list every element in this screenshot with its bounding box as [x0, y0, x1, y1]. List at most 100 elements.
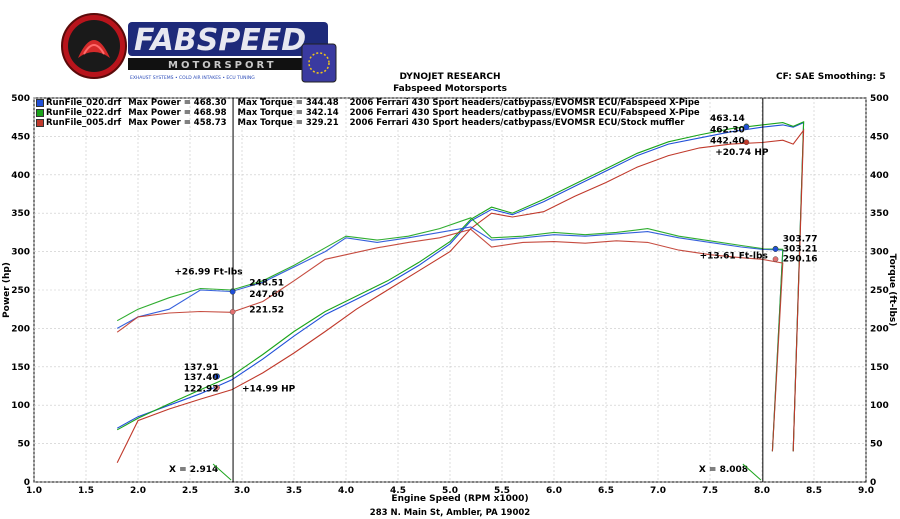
y-tick-label-right: 100: [870, 401, 889, 411]
annotation-label: 462.30: [710, 126, 745, 136]
annotation-label: 137.40: [184, 373, 219, 383]
legend-swatch: [36, 98, 44, 107]
series-line-power: [116, 120, 805, 452]
y-tick-label-right: 200: [870, 324, 889, 334]
x-tick-label: 5.0: [442, 486, 458, 496]
y-tick-label-right: 250: [870, 286, 889, 296]
chart-header-subtitle: Fabspeed Motorsports: [393, 84, 507, 94]
annotation-label: 122.92: [184, 384, 219, 394]
y-tick-label-right: 50: [870, 440, 883, 450]
y-tick-label-right: 150: [870, 363, 889, 373]
legend-row-3: RunFile_005.drf Max Power = 458.73 Max T…: [36, 118, 685, 128]
legend-max-torque: Max Torque = 344.48: [237, 98, 339, 108]
x-tick-label: 7.5: [702, 486, 718, 496]
y-axis-label-left: Power (hp): [2, 262, 12, 318]
y-tick-label-left: 50: [17, 440, 30, 450]
legend-max-torque: Max Torque = 329.21: [237, 118, 339, 128]
y-tick-label-right: 500: [870, 94, 889, 104]
value-marker: [214, 373, 220, 380]
x-tick-label: 7.0: [650, 486, 666, 496]
series-line-power: [116, 128, 805, 464]
legend-description: 2006 Ferrari 430 Sport headers/catbypass…: [349, 118, 685, 128]
x-tick-label: 2.0: [130, 486, 146, 496]
annotation-label: 290.16: [783, 255, 818, 265]
series-line-power: [116, 121, 805, 452]
logo-graphic: FABSPEED MOTORSPORT EXHAUST SYSTEMS • CO…: [61, 13, 337, 83]
y-tick-label-left: 200: [11, 324, 30, 334]
y-tick-label-left: 450: [11, 132, 30, 142]
correction-factor-info: CF: SAE Smoothing: 5: [776, 72, 886, 82]
annotation-label: 248.51: [249, 278, 284, 288]
cursor-leader: [212, 463, 232, 481]
legend-description: 2006 Ferrari 430 Sport headers/catbypass…: [349, 98, 700, 108]
value-marker: [743, 139, 750, 146]
legend-file: RunFile_020.drf: [46, 98, 122, 108]
annotation-label: +20.74 HP: [715, 148, 769, 158]
legend-swatch: [36, 108, 44, 117]
x-tick-label: 3.0: [234, 486, 250, 496]
y-tick-label-left: 350: [11, 209, 30, 219]
annotation-label: 221.52: [249, 305, 284, 315]
annotation-label: +14.99 HP: [242, 384, 296, 394]
annotation-label: 247.60: [249, 290, 284, 300]
y-tick-label-left: 300: [11, 248, 30, 258]
y-tick-label-left: 500: [11, 94, 30, 104]
chart-header-title: DYNOJET RESEARCH: [399, 72, 501, 82]
legend-file: RunFile_022.drf: [46, 108, 122, 118]
x-tick-label: 5.5: [494, 486, 510, 496]
cursor-label: X = 8.008: [699, 465, 748, 475]
y-tick-label-right: 300: [870, 248, 889, 258]
footer-address: 283 N. Main St, Ambler, PA 19002: [369, 508, 531, 518]
legend-max-power: Max Power = 468.30: [128, 98, 227, 108]
legend-max-torque: Max Torque = 342.14: [237, 108, 339, 118]
annotation-label: 137.91: [184, 363, 219, 373]
y-tick-label-right: 350: [870, 209, 889, 219]
legend-max-power: Max Power = 458.73: [128, 118, 227, 128]
x-tick-label: 1.0: [26, 486, 42, 496]
marker-layer: [214, 123, 779, 391]
legend-row-1: RunFile_020.drf Max Power = 468.30 Max T…: [36, 98, 700, 108]
value-marker: [229, 309, 236, 315]
value-marker: [229, 289, 236, 295]
cursor-label: X = 2.914: [169, 465, 218, 475]
y-tick-label-left: 150: [11, 363, 30, 373]
logo-text-main: FABSPEED: [134, 23, 306, 58]
legend-description: 2006 Ferrari 430 Sport headers/catbypass…: [349, 108, 700, 118]
y-tick-label-left: 400: [11, 171, 30, 181]
x-tick-label: 6.5: [598, 486, 614, 496]
x-tick-label: 1.5: [78, 486, 94, 496]
x-tick-label: 2.5: [182, 486, 198, 496]
x-tick-label: 8.5: [806, 486, 822, 496]
y-tick-label-left: 100: [11, 401, 30, 411]
legend-file: RunFile_005.drf: [46, 118, 122, 128]
annotation-label: +26.99 Ft-lbs: [174, 268, 242, 278]
y-axis-label-right: Torque (ft-lbs): [887, 253, 897, 327]
annotation-label: 303.21: [783, 245, 818, 255]
cursor-leader: [742, 463, 762, 481]
y-tick-label-left: 0: [24, 478, 30, 488]
grid-layer: [33, 97, 867, 483]
x-tick-label: 6.0: [546, 486, 562, 496]
value-marker: [214, 384, 220, 391]
logo-text-sub: MOTORSPORT: [168, 60, 277, 71]
fabspeed-logo: FABSPEED MOTORSPORT EXHAUST SYSTEMS • CO…: [58, 8, 340, 86]
x-tick-label: 8.0: [754, 486, 770, 496]
legend-row-2: RunFile_022.drf Max Power = 468.98 Max T…: [36, 108, 700, 118]
value-marker: [772, 246, 779, 252]
y-tick-label-left: 250: [11, 286, 30, 296]
annotation-label: 463.14: [710, 114, 745, 124]
x-tick-label: 3.5: [286, 486, 302, 496]
value-marker: [772, 256, 779, 262]
axis-layer: 1.0 1.5 2.0 2.5 3.0 3.5 4.0 4.5 5.0 5.5 6.0 6.5 7.0 7…: [11, 94, 889, 496]
y-tick-label-right: 400: [870, 171, 889, 181]
y-tick-label-right: 450: [870, 132, 889, 142]
x-tick-label: 4.0: [338, 486, 354, 496]
legend-max-power: Max Power = 468.98: [128, 108, 227, 118]
annotation-layer: +26.99 Ft-lbs 248.51 247.60 221.52 137.91137…: [174, 114, 817, 394]
annotation-label: 442.40: [710, 136, 745, 146]
legend-swatch: [36, 118, 44, 127]
x-axis-label: Engine Speed (RPM x1000): [391, 494, 529, 504]
logo-tagline: EXHAUST SYSTEMS • COLD AIR INTAKES • ECU…: [130, 75, 255, 81]
value-marker: [743, 124, 750, 130]
